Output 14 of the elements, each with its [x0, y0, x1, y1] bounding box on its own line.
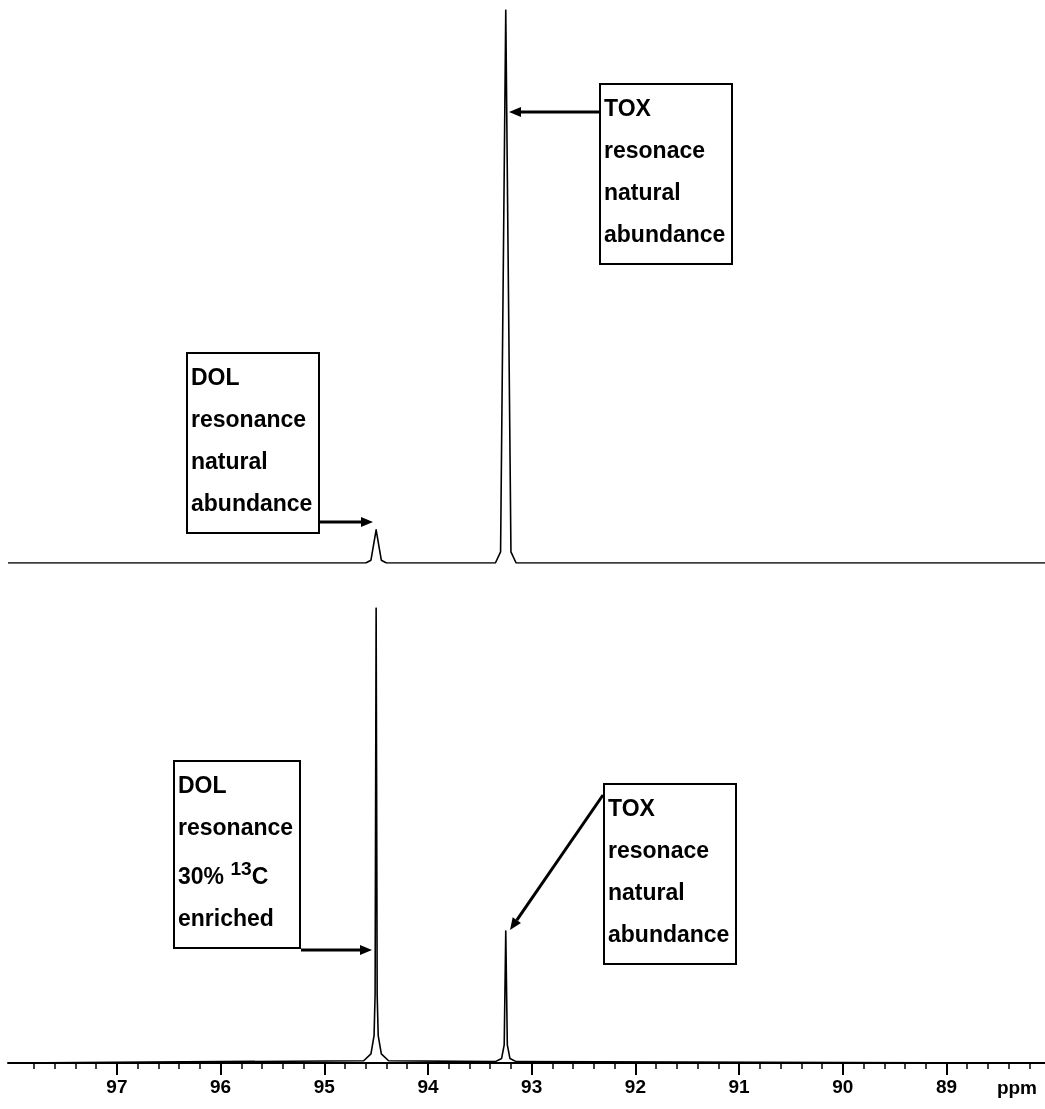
annotation: DOL resonance natural abundance [186, 352, 321, 534]
x-tick-label: 96 [210, 1076, 232, 1097]
x-tick-label: 91 [728, 1076, 751, 1097]
x-tick-label: 95 [313, 1076, 336, 1097]
annotation: DOL resonance 30% $^{13}$C enriched [173, 760, 302, 949]
x-tick-label: 94 [417, 1076, 439, 1097]
x-axis-title: ppm [996, 1077, 1037, 1099]
x-tick-label: 90 [832, 1076, 854, 1097]
annotation: TOX resonace natural abundance [599, 83, 734, 265]
x-tick-label: 89 [935, 1076, 958, 1097]
x-tick-label: 92 [624, 1076, 646, 1097]
x-tick-label: 97 [106, 1076, 128, 1097]
x-tick-label: 93 [521, 1076, 543, 1097]
annotation: TOX resonace natural abundance [603, 783, 738, 965]
